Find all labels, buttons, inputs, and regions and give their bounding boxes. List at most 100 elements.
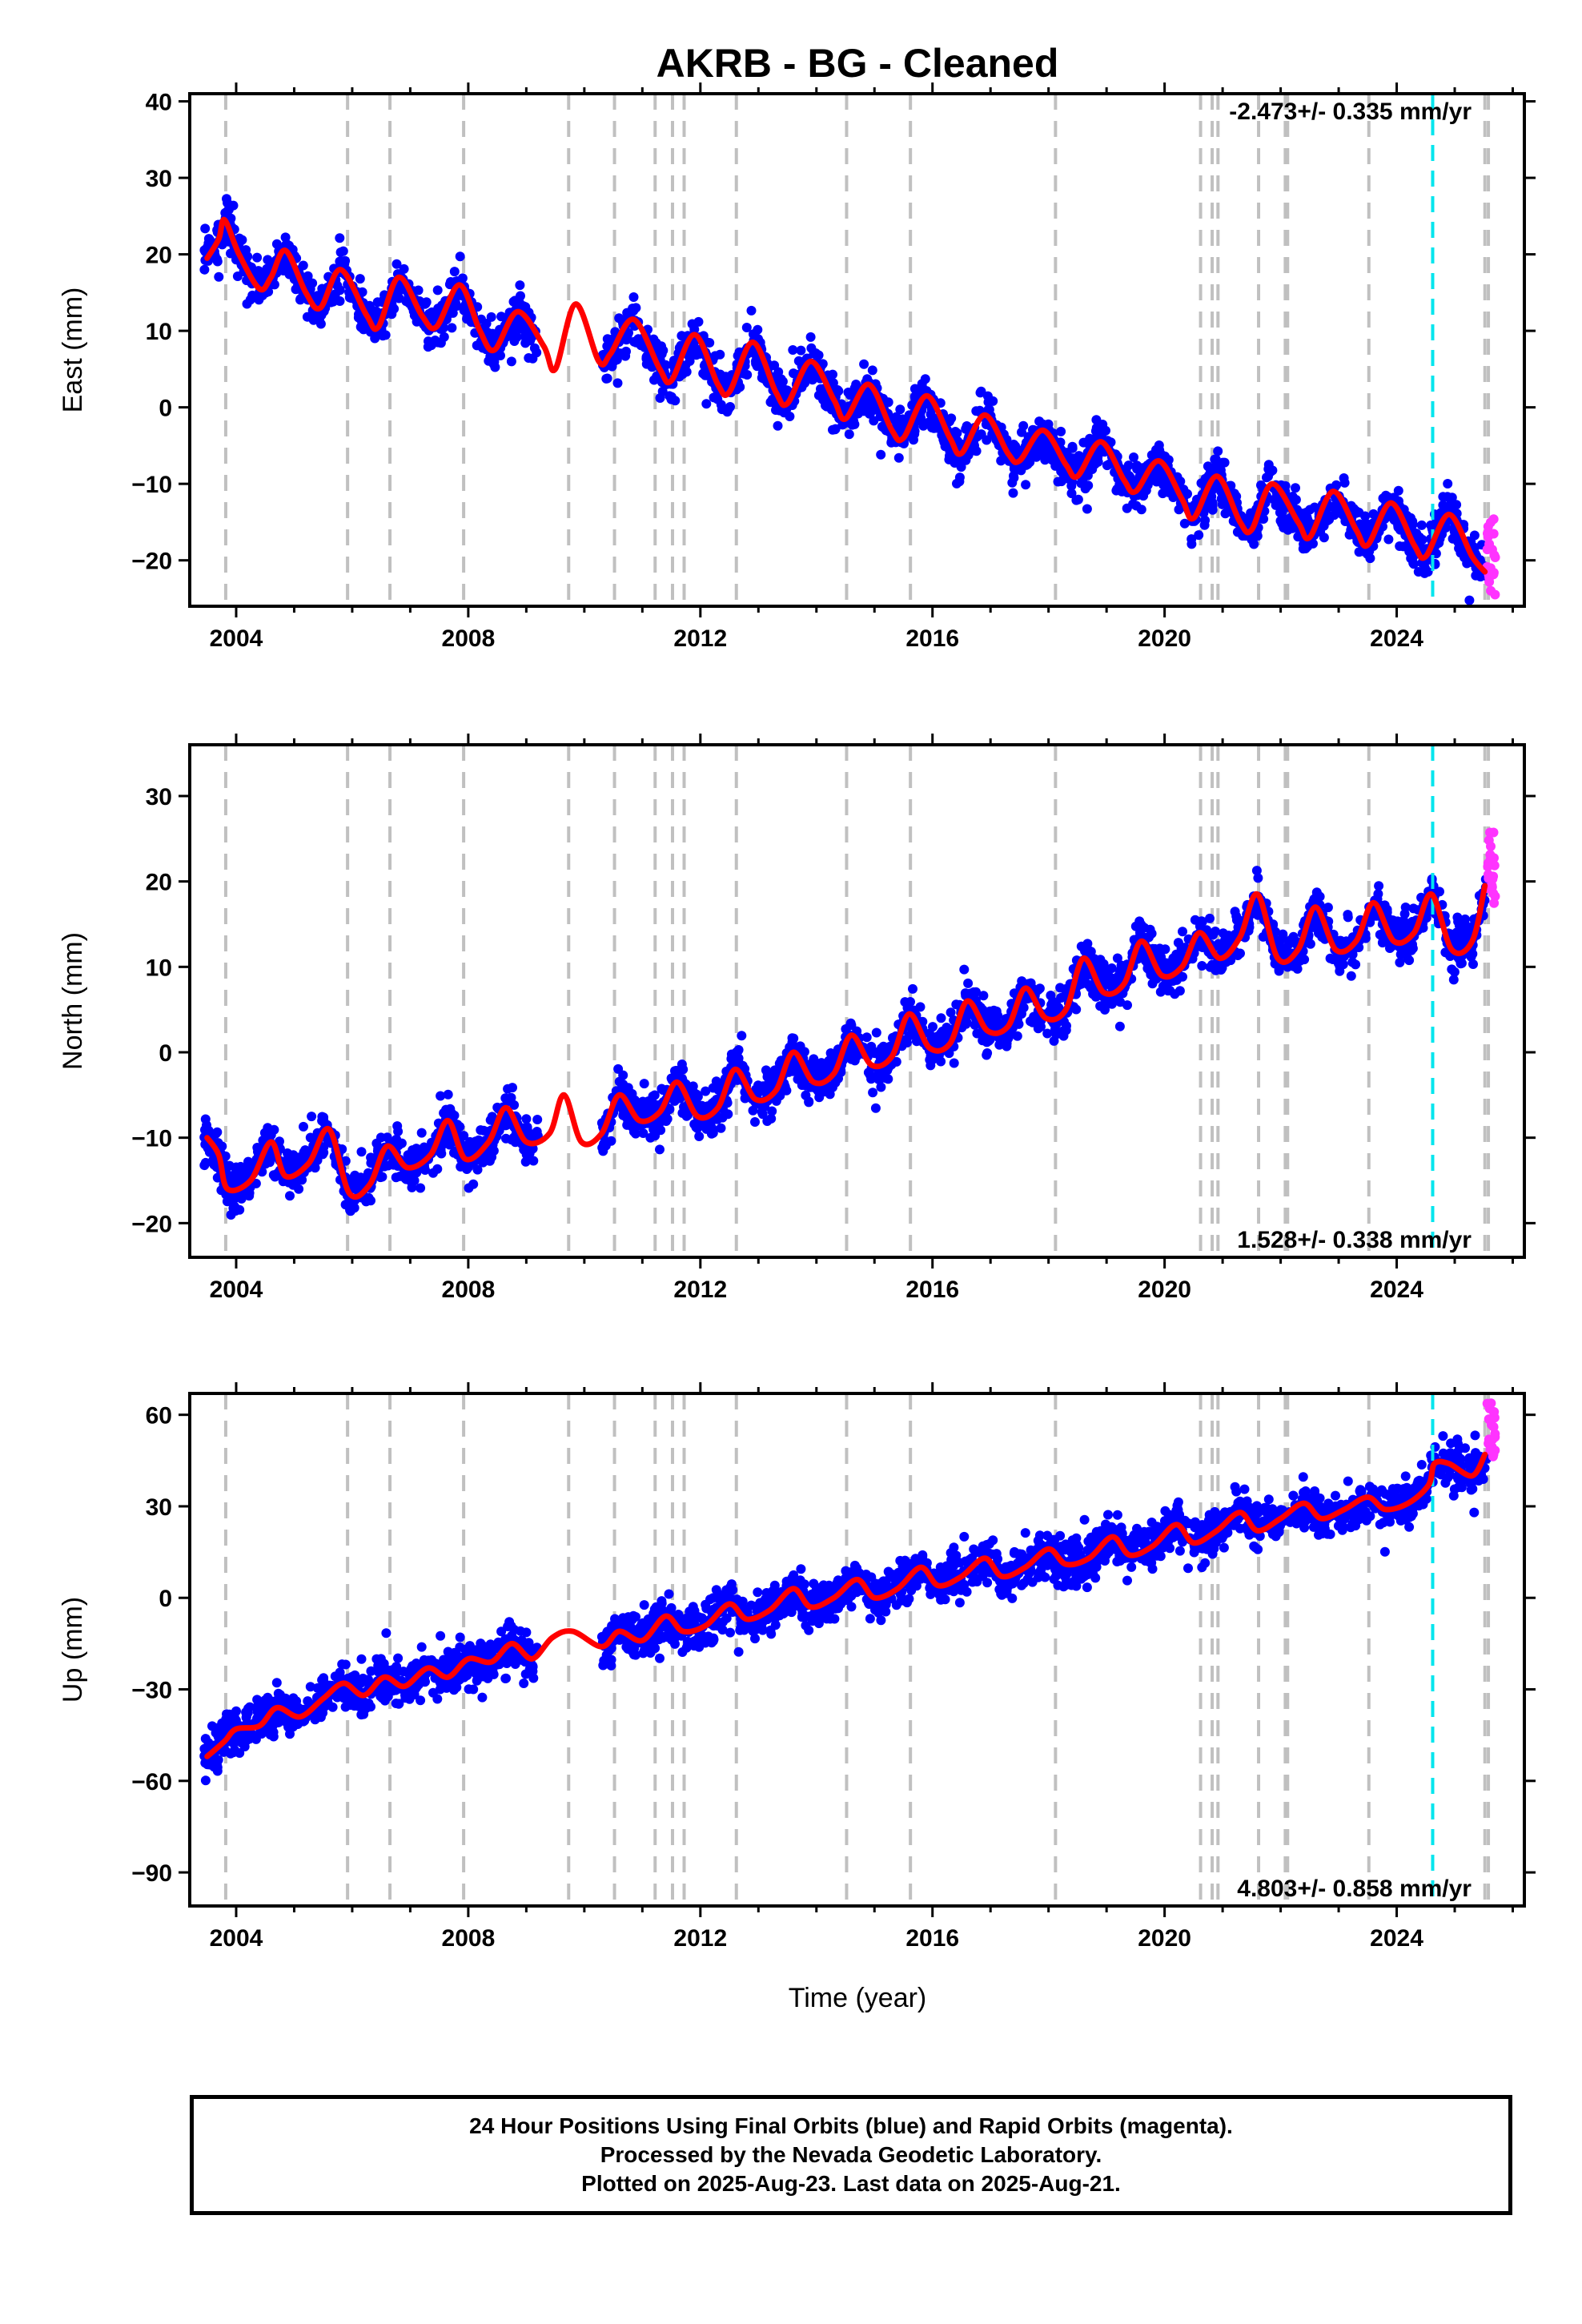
east-data-point (1416, 520, 1427, 530)
east-outlier-point (1067, 441, 1078, 452)
north-data-point (1046, 991, 1056, 1000)
north-data-point (750, 1117, 760, 1127)
north-data-point (1205, 913, 1215, 923)
east-data-point (725, 402, 735, 412)
north-data-point (891, 1056, 901, 1067)
east-outlier-point (1074, 451, 1084, 461)
gps-time-series-chart: AKRB - BG - Cleaned 2004 2008 2012 2016 2020… (58, 41, 1536, 2013)
east-data-point (893, 452, 904, 463)
east-data-point (628, 292, 639, 302)
east-data-point (1194, 530, 1204, 541)
north-data-point (639, 1079, 649, 1089)
north-data-point (520, 1156, 531, 1167)
east-rapid-point (1484, 539, 1495, 549)
east-data-point (916, 413, 926, 424)
panel-north: 2004 2008 2012 2016 2020 20243020100−10−20Nor… (58, 734, 1536, 1303)
east-data-point (1072, 459, 1082, 469)
east-data-point (1132, 460, 1142, 471)
east-data-point (516, 301, 527, 312)
east-data-point (954, 472, 965, 483)
east-data-point (391, 259, 402, 269)
east-data-point (1383, 534, 1394, 545)
east-outlier-point (746, 305, 757, 316)
east-data-point (1262, 472, 1271, 483)
east-data-point (1300, 513, 1311, 523)
north-data-point (1395, 957, 1405, 967)
north-data-point (1170, 959, 1179, 970)
east-data-point (785, 412, 795, 421)
north-data-point (532, 1115, 543, 1124)
east-data-point (241, 245, 251, 255)
north-data-point (1447, 964, 1457, 975)
north-data-point (994, 1039, 1005, 1050)
north-data-point (1112, 953, 1122, 963)
north-data-point (395, 1171, 405, 1181)
east-data-point (846, 417, 857, 428)
east-data-point (1122, 503, 1132, 513)
east-outlier-point (788, 345, 798, 355)
north-data-point (767, 1106, 777, 1116)
east-data-point (516, 291, 525, 301)
east-data-point (1034, 416, 1045, 427)
east-data-point (1469, 530, 1480, 541)
east-data-point (789, 368, 798, 379)
east-data-point (354, 311, 364, 321)
north-data-point (484, 1156, 495, 1166)
east-outlier-point (715, 349, 725, 360)
north-data-point (440, 1136, 450, 1146)
east-outlier-point (867, 365, 877, 376)
north-data-point (1435, 887, 1444, 897)
north-data-point (1215, 959, 1224, 970)
east-data-point (805, 332, 816, 342)
east-data-point (1450, 529, 1460, 540)
north-data-point (656, 1125, 666, 1136)
east-data-point (956, 455, 966, 465)
east-data-point (869, 416, 879, 426)
east-data-point (883, 397, 893, 408)
north-data-point (1002, 1031, 1012, 1041)
north-data-point (670, 1092, 681, 1103)
east-data-point (212, 256, 223, 267)
east-y-tick-label: 0 (159, 396, 172, 422)
east-rapid-point (1488, 529, 1499, 539)
north-data-point (297, 1175, 307, 1185)
east-data-point (774, 405, 785, 416)
east-data-point (717, 404, 727, 415)
north-data-point (868, 1088, 878, 1098)
east-data-point (1453, 537, 1464, 547)
east-y-axis-label: East (mm) (58, 287, 88, 413)
east-data-point (1348, 504, 1359, 513)
east-data-point (1126, 475, 1137, 485)
east-data-point (280, 232, 291, 243)
east-rapid-point (1490, 553, 1500, 562)
north-data-point (1448, 975, 1459, 985)
east-data-point (844, 429, 854, 440)
east-data-point (651, 338, 661, 348)
east-outlier-point (223, 198, 232, 208)
east-data-point (1271, 500, 1281, 510)
east-data-point (305, 312, 315, 322)
north-data-point (638, 1128, 648, 1138)
east-outlier-point (909, 384, 920, 394)
north-data-point (436, 1091, 446, 1101)
east-data-point (1300, 544, 1311, 553)
east-data-point (612, 355, 622, 365)
east-data-point (1186, 539, 1197, 549)
north-data-point (1253, 873, 1263, 883)
north-data-point (934, 1039, 944, 1049)
north-data-point (876, 1082, 886, 1092)
north-data-point (1115, 997, 1126, 1007)
north-data-point (1058, 1026, 1068, 1036)
east-data-point (394, 293, 404, 304)
north-data-point (936, 1013, 946, 1023)
east-data-point (700, 370, 710, 380)
east-data-point (1071, 495, 1082, 505)
north-data-point (270, 1172, 280, 1182)
north-data-point (1351, 959, 1361, 970)
east-outlier-point (506, 356, 516, 367)
north-data-point (528, 1156, 539, 1166)
north-data-point (819, 1087, 829, 1097)
north-data-point (1057, 992, 1066, 1003)
east-data-point (687, 319, 697, 329)
east-data-point (1263, 460, 1274, 470)
